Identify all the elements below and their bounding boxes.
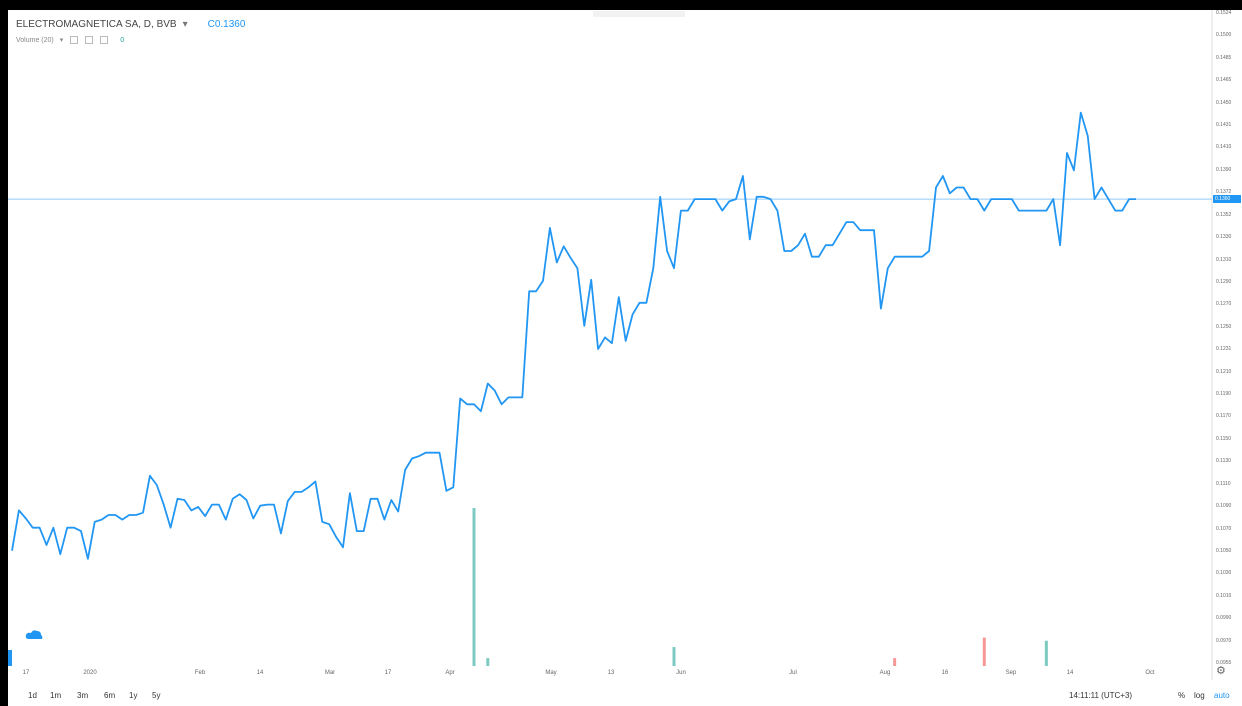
- y-tick-label: 0.0990: [1216, 615, 1232, 622]
- range-1d[interactable]: 1d: [28, 691, 37, 700]
- x-tick-label: 17: [22, 670, 30, 676]
- x-tick-label: 2020: [83, 670, 97, 676]
- y-axis[interactable]: 0.1524 0.1500 0.1485 0.1465 0.1450 0.1431 0.14…: [1212, 10, 1242, 666]
- price-chart[interactable]: [8, 10, 1242, 706]
- y-tick-label: 0.1050: [1216, 547, 1232, 554]
- auto-toggle[interactable]: auto: [1214, 691, 1230, 700]
- y-tick-label: 0.1090: [1216, 503, 1232, 510]
- volume-bar: [486, 658, 490, 666]
- y-tick-label: 0.1210: [1216, 368, 1232, 375]
- drag-handle[interactable]: [593, 11, 685, 17]
- chevron-down-icon[interactable]: ▾: [182, 18, 188, 30]
- y-tick-label: 0.1231: [1216, 346, 1232, 353]
- y-tick-label: 0.1352: [1216, 211, 1232, 218]
- x-tick-label: Apr: [445, 670, 455, 676]
- legend: ELECTROMAGNETICA SA, D, BVB ▾ C0.1360 Vo…: [16, 16, 245, 48]
- last-price-tag: 0.1360: [1213, 195, 1241, 204]
- volume-bar: [472, 508, 476, 666]
- gear-icon[interactable]: ⚙: [1216, 665, 1226, 677]
- x-tick-label: Feb: [194, 670, 206, 676]
- y-tick-label: 0.1465: [1216, 77, 1232, 84]
- x-tick-label: 16: [941, 670, 949, 676]
- y-tick-label: 0.1030: [1216, 570, 1232, 577]
- price-series-line: [11, 111, 1136, 560]
- volume-bar: [1044, 640, 1048, 666]
- y-tick-label: 0.1410: [1216, 144, 1232, 151]
- y-tick-label: 0.1524: [1216, 10, 1232, 16]
- volume-bar: [672, 647, 676, 666]
- x-tick-label: May: [545, 670, 557, 676]
- range-1y[interactable]: 1y: [129, 691, 138, 700]
- x-tick-label: Aug: [879, 670, 891, 676]
- y-tick-label: 0.1485: [1216, 54, 1232, 61]
- x-tick-label: Oct: [1145, 670, 1155, 676]
- y-tick-label: 0.0955: [1216, 660, 1232, 666]
- x-tick-label: Sep: [1005, 670, 1017, 676]
- x-tick-label: 14: [256, 670, 264, 676]
- range-6m[interactable]: 6m: [104, 691, 116, 700]
- chevron-down-icon[interactable]: ▾: [59, 37, 64, 44]
- y-tick-label: 0.1372: [1216, 189, 1232, 196]
- x-tick-label: Jun: [676, 670, 686, 676]
- range-1m[interactable]: 1m: [50, 691, 62, 700]
- y-tick-label: 0.1130: [1216, 458, 1231, 465]
- eye-icon[interactable]: [70, 36, 79, 44]
- settings-icon[interactable]: [85, 36, 94, 44]
- x-tick-label: 17: [384, 670, 392, 676]
- y-tick-label: 0.1290: [1216, 278, 1232, 285]
- percent-toggle[interactable]: %: [1178, 691, 1186, 700]
- y-tick-label: 0.1110: [1216, 480, 1231, 487]
- y-tick-label: 0.0970: [1216, 637, 1232, 644]
- chart-widget: ELECTROMAGNETICA SA, D, BVB ▾ C0.1360 Vo…: [8, 10, 1242, 706]
- last-price: C0.1360: [207, 18, 246, 30]
- y-tick-label: 0.1390: [1216, 166, 1232, 173]
- x-tick-label: 13: [607, 670, 615, 676]
- clock[interactable]: 14:11:11 (UTC+3): [1069, 691, 1133, 700]
- scroll-handle[interactable]: [8, 650, 12, 666]
- volume-label[interactable]: Volume (20): [16, 36, 54, 44]
- y-tick-label: 0.1330: [1216, 234, 1232, 241]
- y-tick-label: 0.1170: [1216, 413, 1231, 420]
- cloud-icon[interactable]: [24, 628, 44, 642]
- log-toggle[interactable]: log: [1194, 691, 1205, 700]
- x-tick-label: 14: [1066, 670, 1074, 676]
- x-tick-label: Jul: [789, 670, 797, 676]
- y-tick-label: 0.1190: [1216, 391, 1231, 398]
- volume-value: 0: [120, 36, 125, 44]
- symbol-name[interactable]: ELECTROMAGNETICA SA, D, BVB: [16, 18, 177, 30]
- range-5y[interactable]: 5y: [152, 691, 161, 700]
- y-tick-label: 0.1250: [1216, 323, 1232, 330]
- volume-bar: [893, 658, 897, 666]
- y-tick-label: 0.1070: [1216, 525, 1232, 532]
- y-tick-label: 0.1431: [1216, 122, 1232, 129]
- bottom-toolbar: 1d 1m 3m 6m 1y 5y 14:11:11 (UTC+3) % log…: [8, 686, 1242, 706]
- volume-bar: [982, 637, 986, 666]
- y-tick-label: 0.1150: [1216, 435, 1231, 442]
- range-3m[interactable]: 3m: [77, 691, 89, 700]
- y-tick-label: 0.1450: [1216, 99, 1232, 106]
- y-tick-label: 0.1310: [1216, 256, 1232, 263]
- y-tick-label: 0.1270: [1216, 301, 1232, 308]
- y-tick-label: 0.1010: [1216, 592, 1232, 599]
- y-tick-label: 0.1500: [1216, 32, 1232, 39]
- close-icon[interactable]: [100, 36, 109, 44]
- x-axis[interactable]: 17 2020 Feb 14 Mar 17 Apr May 13 Jun Jul Aug 16 Sep 14…: [8, 667, 1212, 681]
- x-tick-label: Mar: [324, 670, 336, 676]
